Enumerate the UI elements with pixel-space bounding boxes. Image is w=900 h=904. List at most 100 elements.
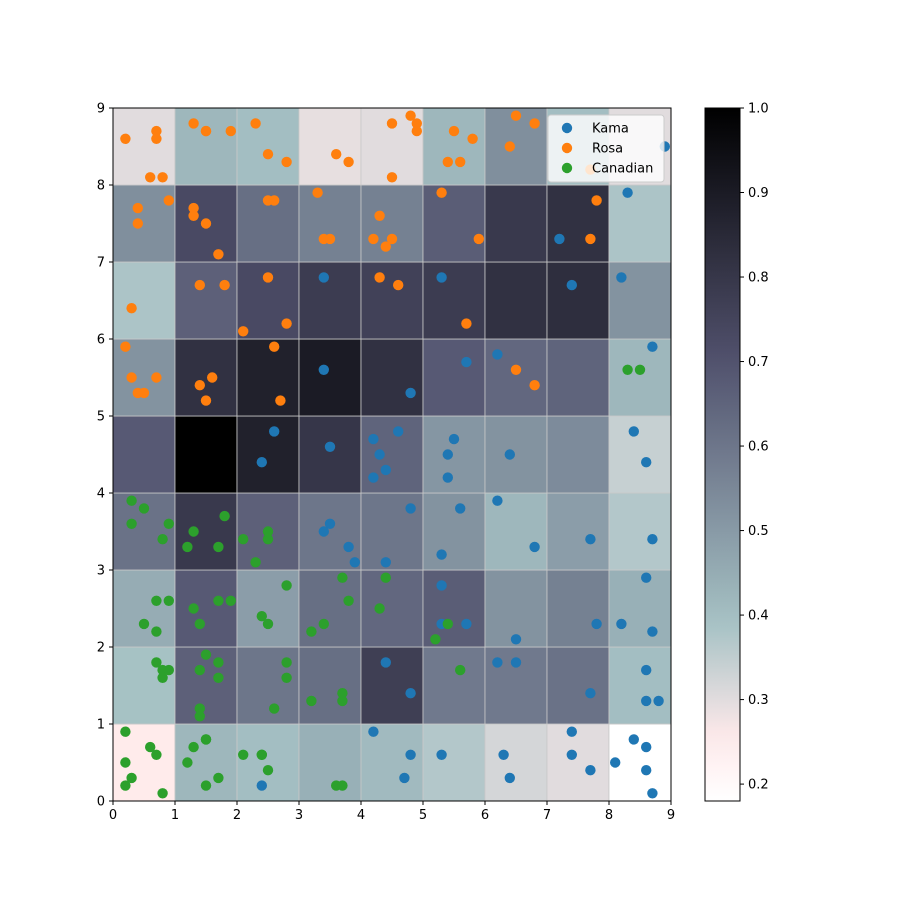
data-point bbox=[647, 788, 658, 799]
legend-marker bbox=[561, 162, 573, 174]
data-point bbox=[498, 749, 509, 760]
heatmap-cell bbox=[484, 723, 548, 802]
data-point bbox=[238, 534, 249, 545]
data-point bbox=[554, 233, 565, 245]
x-tick-label: 2 bbox=[233, 808, 241, 823]
data-point bbox=[436, 187, 447, 198]
y-tick-label: 1 bbox=[97, 718, 105, 733]
data-point bbox=[393, 426, 404, 437]
colorbar-tick-label: 0.9 bbox=[748, 186, 769, 201]
y-tick-label: 9 bbox=[97, 102, 105, 117]
heatmap-cell bbox=[298, 107, 362, 186]
data-point bbox=[324, 518, 336, 529]
data-point bbox=[126, 303, 137, 314]
data-point bbox=[368, 472, 379, 483]
data-point bbox=[256, 457, 267, 468]
data-point bbox=[349, 557, 360, 568]
data-point bbox=[436, 580, 447, 591]
x-tick-label: 0 bbox=[109, 808, 117, 823]
data-point bbox=[374, 603, 385, 614]
data-point bbox=[213, 672, 224, 683]
heatmap-cell bbox=[608, 415, 672, 494]
data-point bbox=[213, 249, 224, 260]
data-point bbox=[126, 495, 137, 506]
y-tick-label: 5 bbox=[97, 410, 105, 425]
legend-label: Kama bbox=[592, 122, 629, 137]
heatmap-cell bbox=[236, 723, 300, 802]
heatmap-cell bbox=[484, 261, 548, 340]
data-point bbox=[647, 534, 658, 545]
heatmap-cell bbox=[174, 492, 238, 571]
heatmap-cell bbox=[360, 569, 424, 648]
data-point bbox=[262, 618, 274, 630]
data-point bbox=[529, 380, 540, 391]
colorbar-tick-label: 0.2 bbox=[748, 778, 769, 793]
heatmap-cell bbox=[422, 107, 486, 186]
data-point bbox=[145, 741, 156, 753]
data-point bbox=[641, 457, 652, 468]
data-point bbox=[510, 110, 522, 121]
data-point bbox=[188, 603, 199, 614]
data-point bbox=[188, 118, 199, 129]
data-point bbox=[219, 510, 230, 522]
data-point bbox=[405, 110, 416, 121]
data-point bbox=[281, 156, 292, 168]
legend: Kama Rosa Canadian bbox=[547, 114, 665, 183]
heatmap-cell bbox=[546, 492, 610, 571]
series-canadian bbox=[120, 364, 646, 799]
data-point bbox=[510, 364, 522, 375]
legend-label: Canadian bbox=[592, 162, 653, 177]
data-point bbox=[182, 541, 193, 553]
x-tick-label: 9 bbox=[667, 808, 675, 823]
y-tick-label: 2 bbox=[97, 641, 105, 656]
data-point bbox=[256, 749, 267, 760]
y-tick-label: 0 bbox=[97, 795, 105, 810]
data-point bbox=[225, 595, 236, 606]
data-point bbox=[585, 688, 596, 699]
data-point bbox=[126, 772, 137, 784]
heatmap-cell bbox=[236, 107, 300, 186]
heatmap-cell bbox=[174, 261, 238, 340]
data-point bbox=[163, 195, 174, 206]
data-point bbox=[318, 272, 329, 283]
data-point bbox=[653, 695, 664, 707]
data-point bbox=[380, 557, 391, 568]
heatmap-cell bbox=[112, 415, 176, 494]
data-point bbox=[238, 749, 249, 760]
y-tick-label: 6 bbox=[97, 333, 105, 348]
data-point bbox=[281, 580, 292, 591]
data-point bbox=[641, 695, 652, 707]
data-point bbox=[641, 741, 652, 753]
data-point bbox=[510, 657, 522, 668]
data-point bbox=[504, 449, 515, 460]
legend-label: Rosa bbox=[592, 142, 623, 157]
colorbar-tick-label: 0.6 bbox=[748, 440, 769, 455]
plot-frame bbox=[112, 107, 672, 802]
data-point bbox=[213, 541, 224, 553]
data-point bbox=[262, 526, 274, 537]
data-point bbox=[200, 395, 212, 406]
data-point bbox=[585, 534, 596, 545]
heatmap-cell bbox=[422, 415, 486, 494]
data-point bbox=[324, 233, 336, 245]
colorbar-tick-label: 0.8 bbox=[748, 271, 769, 286]
data-point bbox=[411, 125, 422, 137]
data-point bbox=[269, 703, 280, 714]
heatmap-cell bbox=[484, 184, 548, 263]
data-point bbox=[343, 156, 354, 168]
heatmap-cell bbox=[174, 107, 238, 186]
data-point bbox=[529, 541, 540, 553]
data-point bbox=[455, 156, 466, 168]
data-point bbox=[120, 133, 131, 144]
legend-marker bbox=[561, 142, 573, 154]
data-point bbox=[455, 503, 466, 514]
data-point bbox=[262, 149, 274, 160]
heatmap-cell bbox=[360, 261, 424, 340]
data-point bbox=[250, 557, 261, 568]
data-point bbox=[207, 372, 218, 383]
data-point bbox=[343, 595, 354, 606]
data-point bbox=[405, 503, 416, 514]
scatter-points bbox=[120, 110, 670, 799]
data-point bbox=[157, 172, 168, 183]
